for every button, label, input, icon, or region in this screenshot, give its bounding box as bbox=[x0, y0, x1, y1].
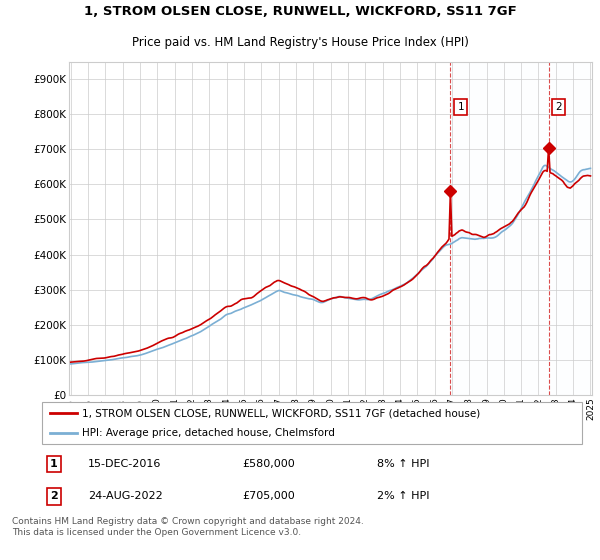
Text: £705,000: £705,000 bbox=[242, 491, 295, 501]
Text: £580,000: £580,000 bbox=[242, 459, 295, 469]
Text: 1, STROM OLSEN CLOSE, RUNWELL, WICKFORD, SS11 7GF (detached house): 1, STROM OLSEN CLOSE, RUNWELL, WICKFORD,… bbox=[83, 408, 481, 418]
Text: Price paid vs. HM Land Registry's House Price Index (HPI): Price paid vs. HM Land Registry's House … bbox=[131, 35, 469, 49]
Text: 2: 2 bbox=[556, 102, 562, 112]
Text: 8% ↑ HPI: 8% ↑ HPI bbox=[377, 459, 430, 469]
Text: HPI: Average price, detached house, Chelmsford: HPI: Average price, detached house, Chel… bbox=[83, 428, 335, 438]
Text: 2: 2 bbox=[50, 491, 58, 501]
Text: 1, STROM OLSEN CLOSE, RUNWELL, WICKFORD, SS11 7GF: 1, STROM OLSEN CLOSE, RUNWELL, WICKFORD,… bbox=[83, 5, 517, 18]
Text: 1: 1 bbox=[50, 459, 58, 469]
Text: 1: 1 bbox=[457, 102, 464, 112]
FancyBboxPatch shape bbox=[42, 402, 582, 444]
Text: 2% ↑ HPI: 2% ↑ HPI bbox=[377, 491, 430, 501]
Text: Contains HM Land Registry data © Crown copyright and database right 2024.
This d: Contains HM Land Registry data © Crown c… bbox=[12, 517, 364, 536]
Text: 15-DEC-2016: 15-DEC-2016 bbox=[88, 459, 161, 469]
Text: 24-AUG-2022: 24-AUG-2022 bbox=[88, 491, 163, 501]
